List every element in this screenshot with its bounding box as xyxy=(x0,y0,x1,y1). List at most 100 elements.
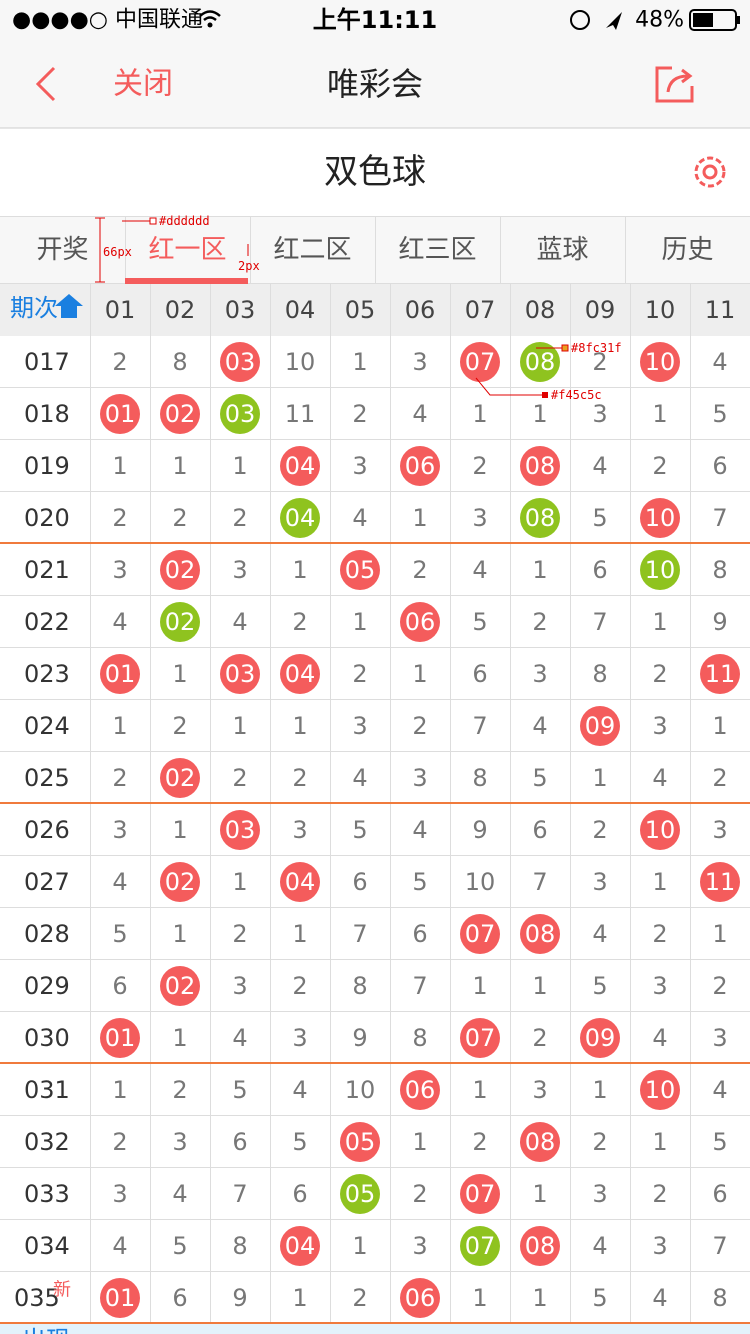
anno-text: #8fc31f xyxy=(571,341,622,355)
ball xyxy=(100,1018,140,1058)
cell-number: 1 xyxy=(532,1180,547,1208)
ball xyxy=(640,498,680,538)
cell-number: 1 xyxy=(712,712,727,740)
ball xyxy=(460,1226,500,1266)
cell-number: 6 xyxy=(532,816,547,844)
cell-number: 3 xyxy=(112,556,127,584)
tab[interactable]: 蓝球 xyxy=(536,235,588,265)
battery-text: 48% xyxy=(635,8,684,33)
cell-number: 4 xyxy=(472,556,487,584)
ball xyxy=(220,394,260,434)
tab[interactable]: 历史 xyxy=(661,235,713,265)
ball xyxy=(160,966,200,1006)
cell-number: 6 xyxy=(352,868,367,896)
ball xyxy=(700,862,740,902)
cell-number: 3 xyxy=(352,712,367,740)
ball xyxy=(220,342,260,382)
cell-number: 1 xyxy=(472,1284,487,1312)
cell-number: 4 xyxy=(532,712,547,740)
cell-number: 2 xyxy=(412,712,427,740)
cell-number: 3 xyxy=(112,816,127,844)
wifi-icon xyxy=(199,10,221,22)
ball-number: 10 xyxy=(645,348,676,376)
cell-number: 4 xyxy=(172,1180,187,1208)
cell-number: 2 xyxy=(532,1024,547,1052)
ball-number: 02 xyxy=(165,400,196,428)
cell-number: 6 xyxy=(592,556,607,584)
sort-arrow[interactable] xyxy=(55,294,83,318)
cell-number: 1 xyxy=(292,1284,307,1312)
issue: 033 xyxy=(24,1180,70,1208)
footer-label: 出现 xyxy=(22,1326,70,1334)
ball-number: 04 xyxy=(285,660,316,688)
cell-number: 2 xyxy=(112,504,127,532)
cell-number: 1 xyxy=(352,348,367,376)
issue: 018 xyxy=(24,400,70,428)
cell-number: 5 xyxy=(112,920,127,948)
cell-number: 2 xyxy=(292,972,307,1000)
issue: 035 xyxy=(14,1284,60,1312)
cell-number: 2 xyxy=(532,608,547,636)
column-header: 05 xyxy=(345,296,376,324)
cell-number: 6 xyxy=(412,920,427,948)
tab[interactable]: 红二区 xyxy=(273,235,351,265)
ball-number: 03 xyxy=(225,400,256,428)
cell-number: 4 xyxy=(352,504,367,532)
cell-number: 4 xyxy=(232,1024,247,1052)
back-button[interactable] xyxy=(35,66,56,102)
cell-number: 3 xyxy=(532,1076,547,1104)
cell-number: 4 xyxy=(712,1076,727,1104)
ball-number: 08 xyxy=(525,348,556,376)
cell-number: 4 xyxy=(592,1232,607,1260)
tab[interactable]: 开奖 xyxy=(36,235,88,265)
ball xyxy=(520,1226,560,1266)
cell-number: 3 xyxy=(292,1024,307,1052)
table: 期次0102030405060708091011出现01728031013070… xyxy=(0,284,750,1334)
share-button[interactable] xyxy=(655,66,694,103)
issue: 021 xyxy=(24,556,70,584)
ball-number: 04 xyxy=(285,868,316,896)
cell-number: 3 xyxy=(712,1024,727,1052)
ball-number: 08 xyxy=(525,1128,556,1156)
cell-number: 2 xyxy=(172,504,187,532)
ball-number: 06 xyxy=(405,1284,436,1312)
issue-header[interactable]: 期次 xyxy=(10,294,58,322)
cell-number: 9 xyxy=(712,608,727,636)
tab[interactable]: 红三区 xyxy=(398,235,476,265)
anno-text: 66px xyxy=(103,245,132,259)
cell-number: 1 xyxy=(232,452,247,480)
ball-number: 05 xyxy=(345,556,376,584)
tab[interactable]: 红一区 xyxy=(148,235,226,265)
ball xyxy=(160,550,200,590)
cell-number: 2 xyxy=(352,660,367,688)
gear-inner xyxy=(702,164,718,180)
cell-number: 3 xyxy=(412,1232,427,1260)
settings-button[interactable] xyxy=(694,156,726,188)
cell-number: 1 xyxy=(592,764,607,792)
anno-text: 2px xyxy=(238,259,260,273)
ball-number: 07 xyxy=(465,1180,496,1208)
location-icon xyxy=(606,12,622,30)
column-header: 02 xyxy=(165,296,196,324)
cell-number: 5 xyxy=(532,764,547,792)
cell-number: 3 xyxy=(532,660,547,688)
battery-level xyxy=(693,13,713,27)
issue: 022 xyxy=(24,608,70,636)
ball-number: 10 xyxy=(645,556,676,584)
column-header: 03 xyxy=(225,296,256,324)
cell-number: 2 xyxy=(172,1076,187,1104)
ball xyxy=(460,914,500,954)
cell-number: 1 xyxy=(532,400,547,428)
cell-number: 3 xyxy=(352,452,367,480)
anno-line xyxy=(475,377,542,396)
ball-number: 02 xyxy=(165,764,196,792)
cell-number: 2 xyxy=(652,1180,667,1208)
cell-number: 8 xyxy=(352,972,367,1000)
cell-number: 6 xyxy=(712,452,727,480)
ball xyxy=(580,706,620,746)
cell-number: 4 xyxy=(112,1232,127,1260)
cell-number: 2 xyxy=(712,764,727,792)
cell-number: 2 xyxy=(232,920,247,948)
close-button[interactable]: 关闭 xyxy=(113,67,173,102)
